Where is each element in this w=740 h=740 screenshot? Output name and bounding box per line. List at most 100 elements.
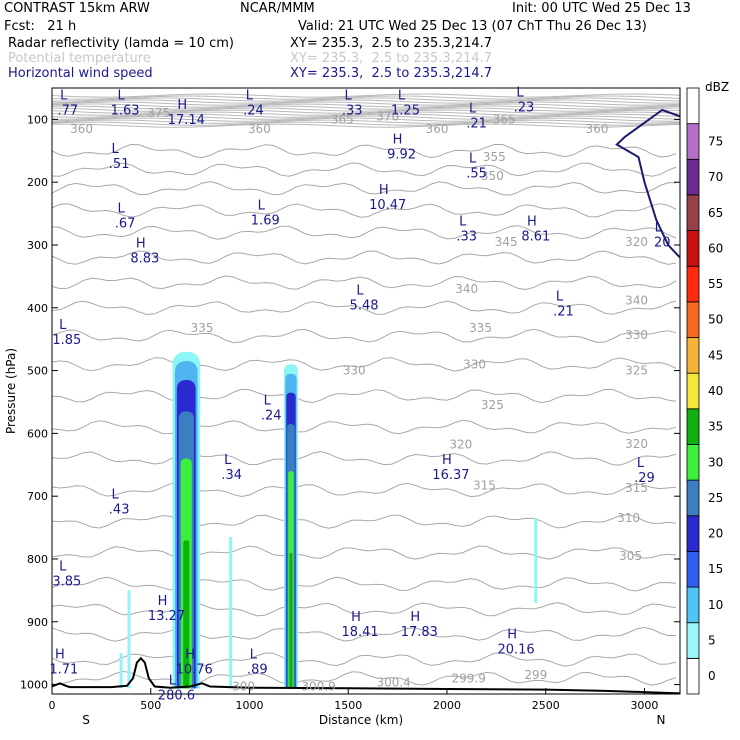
isentrope-line (52, 275, 677, 291)
forecast-hour: Fcst: 21 h (4, 19, 77, 34)
isentrope-line (52, 388, 677, 404)
colorbar-label: 40 (708, 384, 723, 398)
extremum-value: 8.83 (130, 251, 159, 266)
extremum-value: 8.61 (521, 229, 550, 244)
isentrope-label: 340 (455, 282, 478, 296)
isentrope-label: 340 (625, 293, 648, 307)
plot-frame (51, 87, 681, 695)
colorbar-label: 20 (708, 527, 723, 541)
colorbar-label: 60 (708, 241, 723, 255)
extremum-value: 17.14 (168, 113, 205, 128)
extremum-letter: L (516, 86, 524, 101)
extremum-letter: H (177, 98, 187, 113)
extremum-value: 1.69 (251, 214, 280, 229)
extremum-letter: L (112, 487, 120, 502)
field-xy-wind: XY= 235.3, 2.5 to 235.3,214.7 (290, 66, 493, 81)
isentrope-line (52, 203, 677, 218)
colorbar-label: 0 (708, 669, 716, 683)
extremum-letter: L (469, 101, 477, 116)
extremum-value: .77 (57, 104, 78, 119)
extremum-letter: H (158, 594, 168, 609)
extremum-letter: L (117, 89, 125, 104)
isentrope-label: 320 (625, 235, 648, 249)
isentrope-line-upper (52, 121, 680, 126)
isentrope-line (52, 162, 677, 177)
isentrope-label: 360 (426, 122, 449, 136)
y-tick-label: 300 (27, 239, 48, 252)
extremum-letter: H (136, 236, 146, 251)
extremum-value: .33 (342, 104, 363, 119)
isentrope-label: 315 (473, 479, 496, 493)
extremum-value: 3.85 (52, 575, 81, 590)
isentrope-line (52, 514, 677, 529)
field-label-reflectivity: Radar reflectivity (lamda = 10 cm) (8, 36, 234, 51)
colorbar-swatch (686, 479, 700, 517)
extremum-value: .67 (115, 217, 136, 232)
extremum-value: .55 (466, 166, 487, 181)
isentrope-label: 375 (147, 106, 170, 120)
colorbar-swatch (686, 444, 700, 481)
extremum-letter: H (351, 610, 361, 625)
extremum-letter: H (393, 133, 403, 148)
isentrope-label: 305 (619, 549, 642, 563)
isentrope-label: 320 (449, 438, 472, 452)
colorbar-label: 35 (708, 420, 723, 434)
extremum-value: .51 (109, 157, 130, 172)
plot-area (52, 88, 680, 694)
extremum-letter: L (356, 283, 364, 298)
extremum-letter: H (410, 610, 420, 625)
isentrope-line (52, 601, 677, 617)
isentrope-label: 360 (70, 122, 93, 136)
isentrope-line-upper (52, 123, 680, 128)
valid-time: Valid: 21 UTC Wed 25 Dec 13 (07 ChT Thu … (298, 19, 647, 34)
extremum-letter: L (469, 151, 477, 166)
y-tick-label: 900 (27, 616, 48, 629)
isentrope-line-upper (52, 115, 680, 120)
extremum-value: 17.83 (401, 625, 438, 640)
extremum-value: 20.16 (497, 643, 534, 658)
isentrope-label: 330 (343, 364, 366, 378)
y-tick-label: 700 (27, 490, 48, 503)
isentrope-line-upper (52, 107, 680, 112)
extremum-letter: L (169, 673, 177, 688)
x-tick-label: 2500 (532, 699, 560, 712)
extremum-letter: L (224, 453, 232, 468)
isentrope-line-upper (52, 95, 680, 100)
isentrope-line (52, 576, 677, 592)
x-tick-label: 2000 (433, 699, 461, 712)
x-tick-label: 3000 (630, 699, 658, 712)
colorbar-swatch (686, 123, 700, 160)
isentrope-line-upper (52, 103, 680, 108)
isentrope-line (52, 143, 677, 159)
isentrope-label: 325 (625, 364, 648, 378)
isentrope-label: 299.9 (452, 671, 486, 685)
isentrope-line-upper (52, 113, 680, 118)
extremum-letter: L (345, 89, 353, 104)
isentrope-line (52, 300, 677, 316)
south-end-label: S (82, 713, 90, 727)
extremum-letter: L (459, 214, 467, 229)
extremum-value: .24 (243, 104, 264, 119)
extremum-value: .21 (466, 116, 487, 131)
init-time: Init: 00 UTC Wed 25 Dec 13 (512, 1, 691, 16)
colorbar-swatch (686, 551, 700, 588)
isentrope-label: 299 (524, 668, 547, 682)
isentrope-label: 320 (625, 437, 648, 451)
extremum-letter: H (507, 628, 517, 643)
colorbar-swatch (686, 337, 700, 374)
extremum-letter: L (117, 202, 125, 217)
extremum-value: .43 (109, 502, 130, 517)
isentrope-line (52, 328, 677, 344)
extremum-value: .34 (221, 468, 242, 483)
isentrope-line (52, 670, 677, 686)
extremum-value: 1.63 (111, 104, 140, 119)
y-tick-label: 200 (27, 176, 48, 189)
extremum-letter: L (59, 560, 67, 575)
isentrope-line (52, 357, 677, 372)
extremum-letter: L (655, 221, 663, 236)
isentrope-label: 300 (232, 679, 255, 693)
extremum-letter: L (112, 142, 120, 157)
isentrope-label: 310 (617, 511, 640, 525)
isentrope-line (52, 626, 677, 642)
reflectivity-streak (127, 590, 131, 689)
